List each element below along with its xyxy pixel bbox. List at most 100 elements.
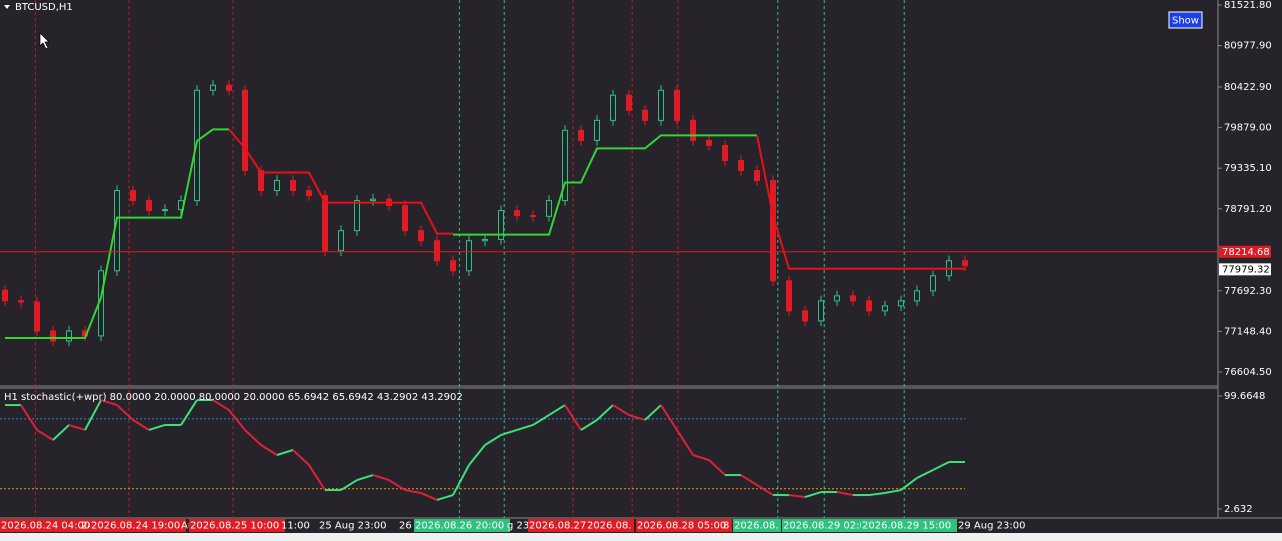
candle-body: [354, 200, 360, 232]
time-label-box: [0, 519, 96, 532]
time-label: 25 Aug 23:00: [319, 521, 386, 532]
candle-body: [18, 300, 24, 303]
stoch-segment: [756, 484, 774, 496]
stoch-segment: [564, 404, 582, 431]
price-label-box: [1219, 263, 1271, 276]
time-label-box: [636, 519, 732, 532]
time-label: 24: [81, 521, 94, 532]
stoch-segment: [804, 491, 822, 498]
candle-body: [146, 200, 152, 212]
candle-body: [546, 200, 552, 217]
time-label: 2026.08.29 15:00: [862, 521, 951, 532]
y-tick-label: 99.6648: [1224, 391, 1265, 402]
stoch-segment: [180, 399, 198, 426]
candle-body: [610, 94, 616, 121]
stoch-segment: [676, 429, 694, 456]
stoch-segment: [452, 464, 470, 496]
candle-body: [866, 300, 872, 312]
candle-body: [674, 89, 680, 121]
time-label: 2026.08.: [734, 521, 779, 532]
time-label: 2026.08.24 19:00: [91, 521, 180, 532]
price-label: 77979.32: [1222, 264, 1270, 275]
candle-body: [322, 195, 328, 252]
stoch-segment: [836, 491, 854, 497]
time-label: 26: [399, 521, 412, 532]
y-tick-label: 2.632: [1224, 504, 1253, 515]
candle-body: [658, 89, 664, 121]
candle-body: [2, 289, 8, 302]
stoch-segment: [20, 404, 38, 431]
stoch-segment: [484, 434, 502, 446]
candle-body: [290, 180, 296, 192]
show-button-label[interactable]: Show: [1172, 16, 1199, 27]
stoch-segment: [868, 491, 886, 497]
candle-body: [914, 290, 920, 302]
stoch-segment: [228, 409, 246, 431]
candle-body: [498, 210, 504, 240]
stoch-segment: [68, 424, 86, 431]
stoch-segment: [308, 464, 326, 491]
stoch-segment: [468, 444, 486, 466]
candle-body: [802, 310, 808, 322]
stoch-segment: [292, 449, 310, 466]
stoch-segment: [212, 399, 230, 411]
candle-body: [530, 215, 536, 218]
stoch-segment: [36, 429, 54, 441]
price-label-box: [1219, 245, 1271, 258]
stoch-segment: [356, 474, 374, 481]
candle-body: [690, 119, 696, 141]
y-tick-label: 79879.00: [1224, 123, 1272, 134]
stoch-segment: [372, 474, 390, 481]
candle-body: [434, 240, 440, 262]
stoch-segment: [596, 404, 614, 421]
candle-body: [306, 190, 312, 197]
time-label-box: [733, 519, 781, 532]
stoch-segment: [100, 399, 118, 407]
candle-body: [962, 260, 968, 267]
time-label-box: [90, 519, 186, 532]
time-label-box: [782, 519, 872, 532]
stoch-segment: [580, 419, 598, 431]
time-label: 2026.08.29 02:0: [783, 521, 866, 532]
candle-body: [34, 301, 40, 332]
stoch-segment: [132, 419, 150, 431]
candle-body: [242, 89, 248, 172]
price-label: 78214.68: [1222, 247, 1270, 258]
stoch-segment: [84, 399, 102, 431]
stoch-segment: [340, 479, 358, 491]
candle-body: [898, 300, 904, 307]
time-label: Au: [181, 521, 194, 532]
stoch-segment: [436, 494, 454, 501]
stoch-segment: [932, 461, 950, 471]
stoch-segment: [548, 404, 566, 416]
candle-body: [162, 209, 168, 212]
candle-body: [226, 84, 232, 91]
time-label: 2026.08.24 04:00: [1, 521, 90, 532]
candle-body: [274, 180, 280, 192]
candle-body: [450, 260, 456, 272]
candle-body: [482, 238, 488, 242]
stoch-segment: [788, 494, 806, 499]
stoch-segment: [692, 454, 710, 461]
time-label: 2026.08.25 10:00: [190, 521, 279, 532]
candle-body: [818, 300, 824, 322]
status-bar: [0, 533, 1282, 541]
stoch-segment: [52, 424, 70, 441]
show-button[interactable]: [1168, 11, 1203, 29]
time-label: 11:00: [281, 521, 310, 532]
stoch-segment: [660, 404, 678, 431]
menu-arrow[interactable]: [4, 5, 10, 9]
cursor: [39, 32, 50, 50]
trail-line: [5, 128, 757, 339]
stoch-segment: [404, 489, 422, 494]
candle-body: [594, 119, 600, 141]
candle-body: [706, 139, 712, 146]
stoch-segment: [916, 469, 934, 479]
y-tick-label: 81521.80: [1224, 0, 1272, 11]
y-tick-label: 76604.50: [1224, 367, 1272, 378]
stoch-segment: [708, 459, 726, 476]
stoch-segment: [740, 474, 758, 486]
candle-body: [370, 198, 376, 202]
time-label: 2026.08.27: [529, 521, 586, 532]
